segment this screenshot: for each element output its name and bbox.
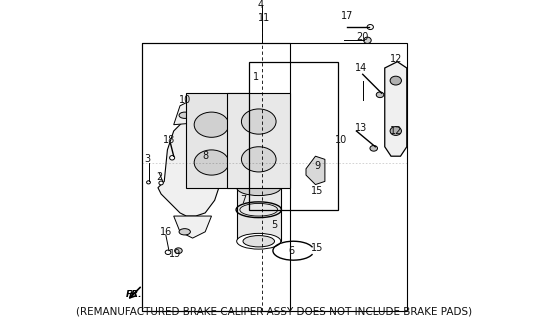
Text: 7: 7 bbox=[240, 195, 246, 205]
Ellipse shape bbox=[170, 156, 175, 160]
Ellipse shape bbox=[370, 146, 378, 151]
Polygon shape bbox=[227, 93, 290, 188]
Text: 20: 20 bbox=[356, 31, 368, 42]
Text: 10: 10 bbox=[178, 94, 191, 105]
Text: 12: 12 bbox=[390, 53, 402, 64]
Text: 6: 6 bbox=[289, 246, 295, 256]
Text: 14: 14 bbox=[355, 63, 367, 73]
Polygon shape bbox=[306, 156, 325, 185]
Ellipse shape bbox=[194, 112, 229, 137]
Ellipse shape bbox=[147, 181, 150, 184]
Polygon shape bbox=[173, 100, 211, 125]
Ellipse shape bbox=[194, 150, 229, 175]
Ellipse shape bbox=[243, 236, 274, 247]
Ellipse shape bbox=[242, 147, 276, 172]
Text: 4: 4 bbox=[257, 0, 264, 10]
Polygon shape bbox=[385, 62, 407, 156]
Text: 18: 18 bbox=[163, 135, 175, 146]
Ellipse shape bbox=[179, 112, 191, 118]
Ellipse shape bbox=[237, 180, 281, 196]
Text: 12: 12 bbox=[390, 126, 402, 136]
Text: FR.: FR. bbox=[126, 290, 143, 299]
Ellipse shape bbox=[237, 233, 281, 249]
Text: 15: 15 bbox=[311, 186, 323, 196]
Ellipse shape bbox=[175, 248, 182, 253]
Polygon shape bbox=[186, 93, 249, 188]
Text: 5: 5 bbox=[271, 220, 278, 230]
Text: 19: 19 bbox=[169, 249, 181, 259]
Text: 10: 10 bbox=[334, 135, 347, 146]
Ellipse shape bbox=[376, 92, 384, 98]
Text: 1: 1 bbox=[253, 72, 259, 83]
Text: 9: 9 bbox=[314, 161, 320, 171]
Text: 13: 13 bbox=[355, 123, 367, 133]
Polygon shape bbox=[173, 216, 211, 238]
Ellipse shape bbox=[159, 181, 163, 185]
Ellipse shape bbox=[165, 250, 171, 254]
Text: (REMANUFACTURED BRAKE CALIPER ASSY DOES NOT INCLUDE BRAKE PADS): (REMANUFACTURED BRAKE CALIPER ASSY DOES … bbox=[76, 307, 473, 317]
Text: 16: 16 bbox=[160, 227, 172, 237]
Text: 11: 11 bbox=[258, 12, 271, 23]
Ellipse shape bbox=[390, 76, 401, 85]
Polygon shape bbox=[237, 188, 281, 241]
Text: 8: 8 bbox=[202, 151, 208, 161]
Polygon shape bbox=[158, 115, 221, 216]
Ellipse shape bbox=[179, 229, 191, 235]
Ellipse shape bbox=[390, 127, 401, 135]
Text: 15: 15 bbox=[311, 243, 323, 252]
Text: 17: 17 bbox=[341, 11, 353, 21]
Ellipse shape bbox=[363, 37, 371, 44]
Ellipse shape bbox=[367, 25, 373, 29]
Text: 3: 3 bbox=[144, 154, 150, 164]
Text: 2: 2 bbox=[156, 172, 163, 182]
Ellipse shape bbox=[242, 109, 276, 134]
